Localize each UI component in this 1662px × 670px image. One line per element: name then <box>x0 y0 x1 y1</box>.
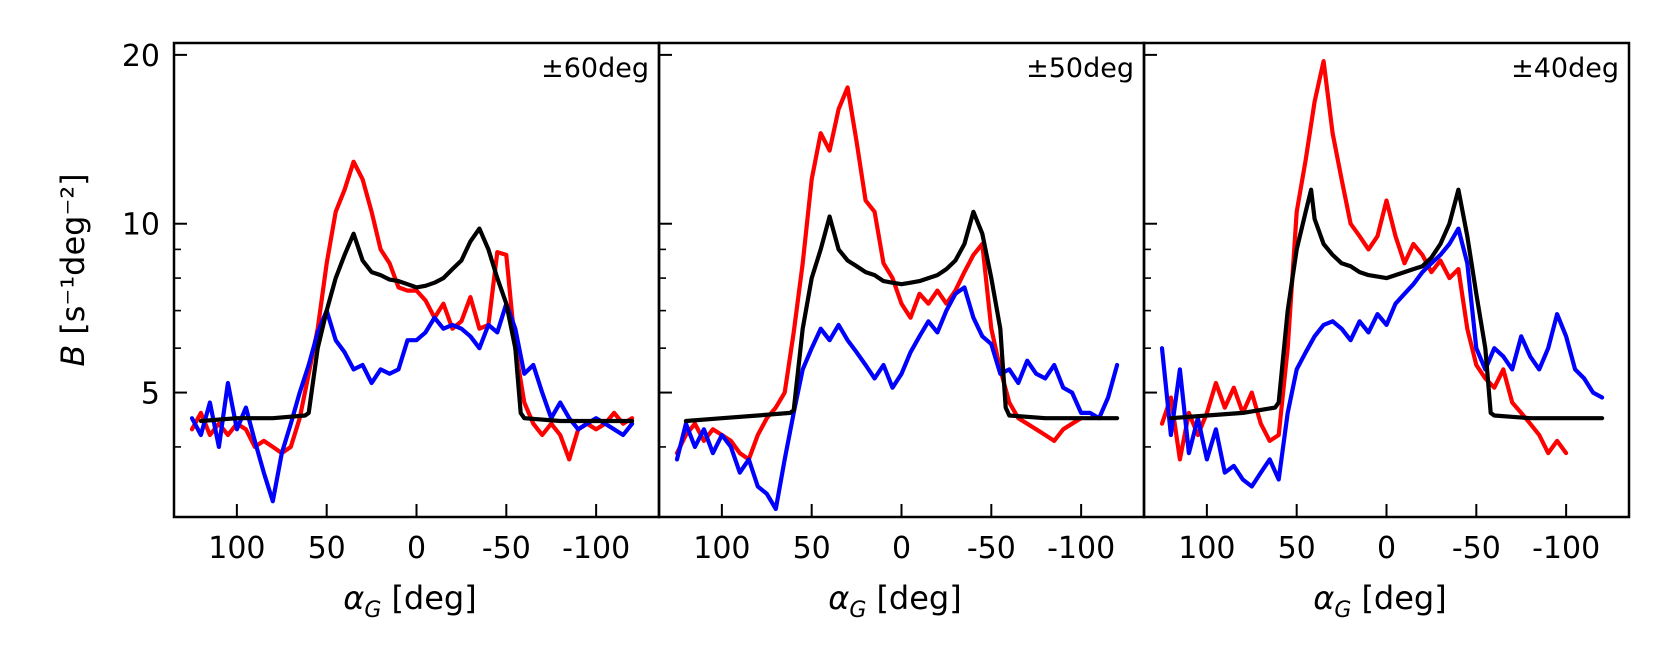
x-tick-label: 0 <box>407 531 426 566</box>
series-line-blue <box>674 285 1120 512</box>
x-axis-title-units: [deg] <box>391 579 476 617</box>
panel-2: ±50deg 100 50 0 -50 -100 <box>657 41 1146 566</box>
x-tick-label: -100 <box>1532 531 1600 566</box>
x-tick-label: 50 <box>308 531 346 566</box>
x-axis-title-units: [deg] <box>1361 579 1446 617</box>
series-line-red <box>189 159 635 462</box>
series-line-black <box>198 226 635 424</box>
x-axis-title-sub: G <box>849 598 866 623</box>
x-axis-title: αG [deg] <box>828 579 961 623</box>
x-tick-label: -100 <box>1047 531 1115 566</box>
x-tick-label: -50 <box>1452 531 1501 566</box>
series-line-blue <box>189 301 635 504</box>
y-axis-title-var: B <box>54 345 92 367</box>
y-tick-label: 20 <box>122 39 160 74</box>
y-tick-label: 5 <box>141 377 160 412</box>
x-axis-title-sub: G <box>364 598 381 623</box>
series-line-blue <box>1159 226 1605 489</box>
x-tick-label: 50 <box>793 531 831 566</box>
x-axis-title-sub: G <box>1334 598 1351 623</box>
plot-frame <box>172 41 661 519</box>
x-axis-title-units: [deg] <box>876 579 961 617</box>
x-tick-label: 100 <box>208 531 265 566</box>
x-axis-title: αG [deg] <box>1313 579 1446 623</box>
y-axis-title: B [s⁻¹deg⁻²] <box>54 173 92 366</box>
series-line-red <box>1159 58 1569 462</box>
x-axis-title-var: α <box>343 579 364 617</box>
y-tick-label: 10 <box>122 208 160 243</box>
x-tick-label: 100 <box>1178 531 1235 566</box>
x-axis-title-var: α <box>1313 579 1334 617</box>
x-tick-label: 0 <box>892 531 911 566</box>
panels-layer: ±60deg 5 10 20 100 50 0 -50 -100 ±50deg 100 50 0 -… <box>122 39 1631 566</box>
series-line-red <box>674 85 1084 462</box>
x-axis-title: αG [deg] <box>343 579 476 623</box>
x-tick-label: -50 <box>482 531 531 566</box>
y-axis-title-units: [s⁻¹deg⁻²] <box>54 173 92 334</box>
x-tick-label: -50 <box>967 531 1016 566</box>
panel-annotation: ±60deg <box>541 53 649 84</box>
x-tick-label: -100 <box>562 531 630 566</box>
series-line-black <box>1168 187 1605 421</box>
x-tick-label: 50 <box>1278 531 1316 566</box>
panel-annotation: ±50deg <box>1026 53 1134 84</box>
series-line-black <box>683 209 1120 424</box>
x-tick-label: 100 <box>693 531 750 566</box>
x-axis-title-var: α <box>828 579 849 617</box>
panel-annotation: ±40deg <box>1511 53 1619 84</box>
panel-1: ±60deg 5 10 20 100 50 0 -50 -100 <box>122 39 661 566</box>
panel-3: ±40deg 100 50 0 -50 -100 <box>1142 41 1631 566</box>
x-tick-label: 0 <box>1377 531 1396 566</box>
